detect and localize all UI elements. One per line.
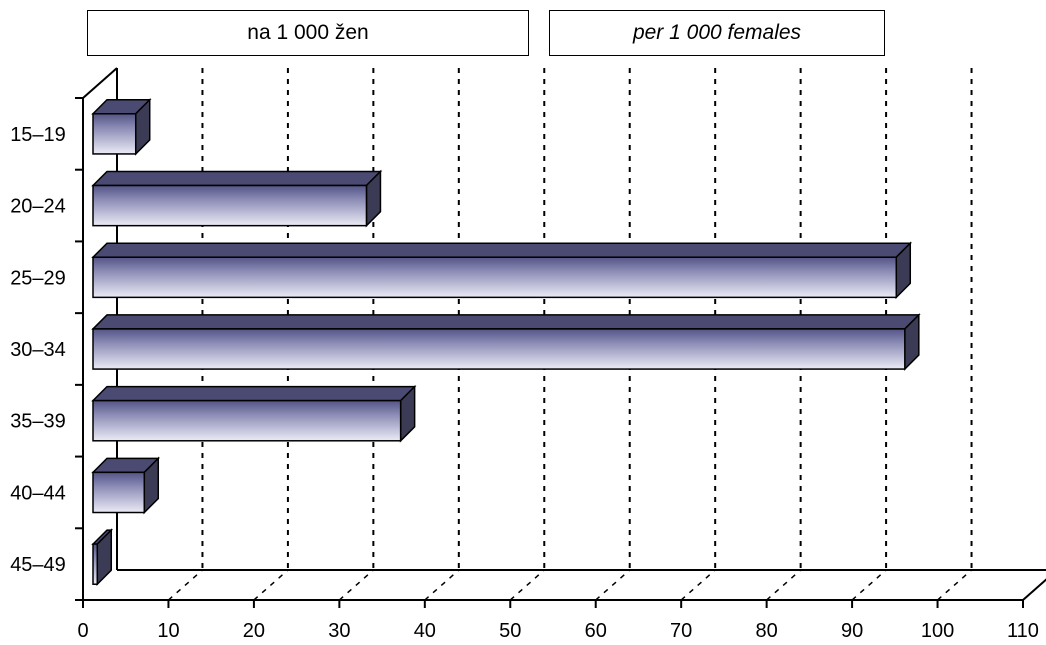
y-tick-label: 15–19 xyxy=(10,124,66,146)
floor-right-edge xyxy=(1022,578,1046,601)
x-tick-label: 10 xyxy=(157,620,179,642)
x-tick-label: 20 xyxy=(243,620,265,642)
x-tick-label: 60 xyxy=(585,620,607,642)
bar-top-face xyxy=(91,242,913,258)
x-tick-label: 70 xyxy=(670,620,692,642)
x-tick-label: 80 xyxy=(756,620,778,642)
bar-top-face xyxy=(91,314,921,330)
floor-gridline xyxy=(167,569,203,601)
bar xyxy=(92,399,402,442)
chart-bars xyxy=(91,97,921,587)
x-tick-label: 100 xyxy=(921,620,954,642)
x-tick-label: 40 xyxy=(414,620,436,642)
bar xyxy=(92,328,906,370)
floor-gridline xyxy=(595,569,631,601)
floor-gridline xyxy=(424,569,460,601)
x-tick-label: 0 xyxy=(77,620,88,642)
y-tick-label: 45–49 xyxy=(10,554,66,576)
floor-gridline xyxy=(937,569,973,601)
y-tick-label: 40–44 xyxy=(10,482,66,504)
bar xyxy=(92,113,137,155)
bar-top-face xyxy=(91,170,383,187)
chart-labels: 0 10 20 30 40 50 60 70 80 90 100 110 15–19 20–24 25–29… xyxy=(10,124,1039,642)
bar xyxy=(92,543,99,585)
floor-gridline xyxy=(338,569,374,601)
x-tick-label: 90 xyxy=(841,620,863,642)
floor-gridline xyxy=(766,569,802,601)
floor-gridline xyxy=(851,569,887,601)
floor-gridline xyxy=(253,569,289,601)
y-tick-label: 20–24 xyxy=(10,196,66,218)
chart-grid xyxy=(167,68,1046,601)
wall-top-edge xyxy=(82,67,118,99)
x-tick-label: 110 xyxy=(1007,620,1039,642)
x-tick-label: 50 xyxy=(499,620,521,642)
floor-gridline xyxy=(509,569,545,601)
floor-gridline xyxy=(1022,578,1046,601)
y-tick-label: 35–39 xyxy=(10,411,66,433)
y-tick-label: 25–29 xyxy=(10,267,66,289)
bar xyxy=(92,256,898,299)
x-tick-label: 30 xyxy=(328,620,350,642)
bar xyxy=(92,184,368,227)
legend-label-english: per 1 000 females xyxy=(549,10,885,56)
bar xyxy=(92,471,146,514)
y-tick-label: 30–34 xyxy=(10,339,66,361)
bar-top-face xyxy=(91,385,417,402)
legend-label-czech: na 1 000 žen xyxy=(87,10,529,56)
floor-gridline xyxy=(680,569,716,601)
